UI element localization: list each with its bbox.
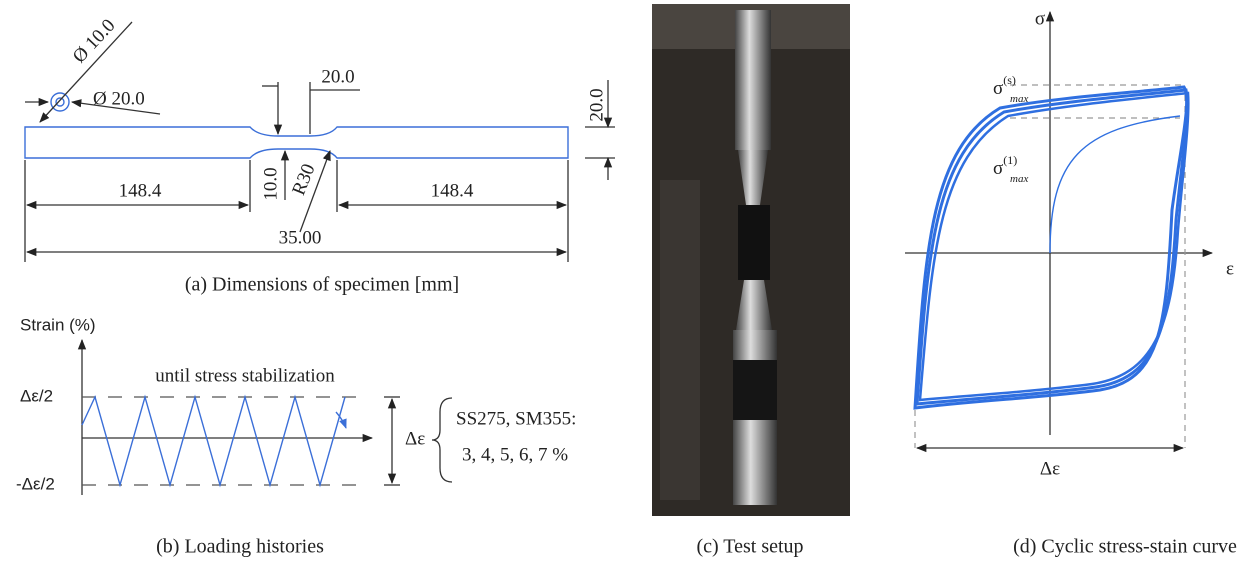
grip-top xyxy=(735,10,771,150)
steel-grades: SS275, SM355: xyxy=(456,408,576,429)
range-label: Δε xyxy=(405,428,425,449)
stress-label: σ(1) max xyxy=(993,153,1028,185)
subscript: max xyxy=(1010,93,1028,105)
level-label: Δε/2 xyxy=(20,386,53,405)
initial-curve xyxy=(1050,116,1180,253)
amplitudes: 3, 4, 5, 6, 7 % xyxy=(462,444,568,465)
loop xyxy=(920,93,1188,400)
dim-label: 148.4 xyxy=(119,180,162,201)
caption: (c) Test setup xyxy=(696,536,803,558)
specimen xyxy=(25,127,568,158)
caption: (d) Cyclic stress-stain curve xyxy=(1013,536,1237,558)
photo-region xyxy=(660,180,700,500)
stress-label: σ(s) max xyxy=(993,73,1028,105)
dim-label: 20.0 xyxy=(321,66,354,87)
panel-c: (c) Test setup xyxy=(652,4,850,558)
dim-label: Ø 20.0 xyxy=(93,88,145,109)
symbol: σ xyxy=(993,158,1003,179)
loop xyxy=(917,90,1187,404)
level-label: -Δε/2 xyxy=(16,474,55,493)
section-inner xyxy=(56,98,64,106)
axis-label: Strain (%) xyxy=(20,315,96,334)
axis-label: ε xyxy=(1226,258,1234,279)
superscript: (s) xyxy=(1003,73,1016,87)
superscript: (1) xyxy=(1003,153,1017,167)
dim-label: 10.0 xyxy=(260,167,281,200)
section-outer xyxy=(51,93,69,111)
symbol: σ xyxy=(993,78,1003,99)
note: until stress stabilization xyxy=(155,365,335,386)
dim-label: Ø 10.0 xyxy=(69,15,120,67)
panel-b: Strain (%) until stress stabilization Δε… xyxy=(16,315,576,557)
axis-label: σ xyxy=(1035,8,1045,29)
extensometer xyxy=(738,205,770,280)
subscript: max xyxy=(1010,173,1028,185)
dim-label: 20.0 xyxy=(586,88,607,121)
strain-history xyxy=(82,397,345,485)
brace xyxy=(432,398,452,482)
figure: Ø 10.0 Ø 20.0 20.0 20.0 148.4 148.4 10.0… xyxy=(0,0,1244,567)
caption: (b) Loading histories xyxy=(156,536,324,558)
panel-a: Ø 10.0 Ø 20.0 20.0 20.0 148.4 148.4 10.0… xyxy=(25,15,615,295)
panel-d: σ ε σ(s)max σ(1)max Δε (d) Cyclic stress… xyxy=(905,8,1237,557)
hysteresis-loops xyxy=(915,87,1188,408)
dim-label: 148.4 xyxy=(431,180,474,201)
dim-label: 35.00 xyxy=(279,227,322,248)
caption: (a) Dimensions of specimen [mm] xyxy=(185,274,459,296)
range-label: Δε xyxy=(1040,458,1060,479)
clamp xyxy=(733,360,777,420)
